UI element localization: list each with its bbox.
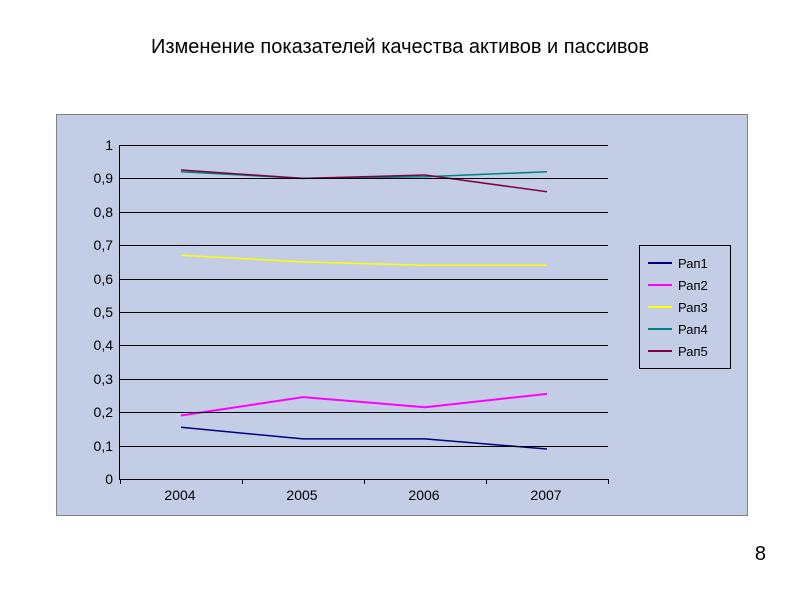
y-axis-label: 0,2 (73, 404, 113, 420)
y-axis-label: 0,7 (73, 237, 113, 253)
y-axis-label: 1 (73, 137, 113, 153)
series-line (181, 255, 547, 265)
legend-item: Рап5 (648, 340, 722, 362)
y-axis-label: 0,6 (73, 271, 113, 287)
legend-label: Рап5 (678, 344, 708, 359)
gridline (120, 212, 608, 213)
plot-area (119, 145, 608, 480)
x-tick (608, 479, 609, 484)
x-axis-label: 2007 (516, 487, 576, 503)
gridline (120, 446, 608, 447)
slide: Изменение показателей качества активов и… (0, 0, 800, 600)
x-tick (120, 479, 121, 484)
legend-label: Рап1 (678, 256, 708, 271)
gridline (120, 145, 608, 146)
legend-swatch (648, 350, 672, 352)
y-axis-label: 0,5 (73, 304, 113, 320)
gridline (120, 312, 608, 313)
x-axis-label: 2005 (272, 487, 332, 503)
legend-label: Рап2 (678, 278, 708, 293)
x-tick (486, 479, 487, 484)
legend-label: Рап4 (678, 322, 708, 337)
legend-swatch (648, 284, 672, 286)
x-tick (242, 479, 243, 484)
y-axis-label: 0,4 (73, 337, 113, 353)
legend-label: Рап3 (678, 300, 708, 315)
legend-item: Рап1 (648, 252, 722, 274)
gridline (120, 412, 608, 413)
y-axis-label: 0,8 (73, 204, 113, 220)
y-axis-label: 0,3 (73, 371, 113, 387)
chart-area: Рап1 Рап2 Рап3 Рап4 Рап5 0 0,1 0,2 0,3 0,4 0,5 0,6… (56, 114, 748, 516)
gridline (120, 178, 608, 179)
y-axis-label: 0,1 (73, 438, 113, 454)
legend-item: Рап3 (648, 296, 722, 318)
legend-item: Рап4 (648, 318, 722, 340)
y-axis-label: 0 (73, 471, 113, 487)
legend-item: Рап2 (648, 274, 722, 296)
legend: Рап1 Рап2 Рап3 Рап4 Рап5 (639, 245, 731, 369)
chart-title: Изменение показателей качества активов и… (0, 36, 800, 59)
x-tick (364, 479, 365, 484)
x-axis-label: 2006 (394, 487, 454, 503)
gridline (120, 245, 608, 246)
y-axis-label: 0,9 (73, 170, 113, 186)
legend-swatch (648, 262, 672, 264)
legend-swatch (648, 306, 672, 308)
x-axis-label: 2004 (150, 487, 210, 503)
page-number: 8 (755, 543, 766, 566)
gridline (120, 379, 608, 380)
gridline (120, 279, 608, 280)
gridline (120, 345, 608, 346)
legend-swatch (648, 328, 672, 330)
